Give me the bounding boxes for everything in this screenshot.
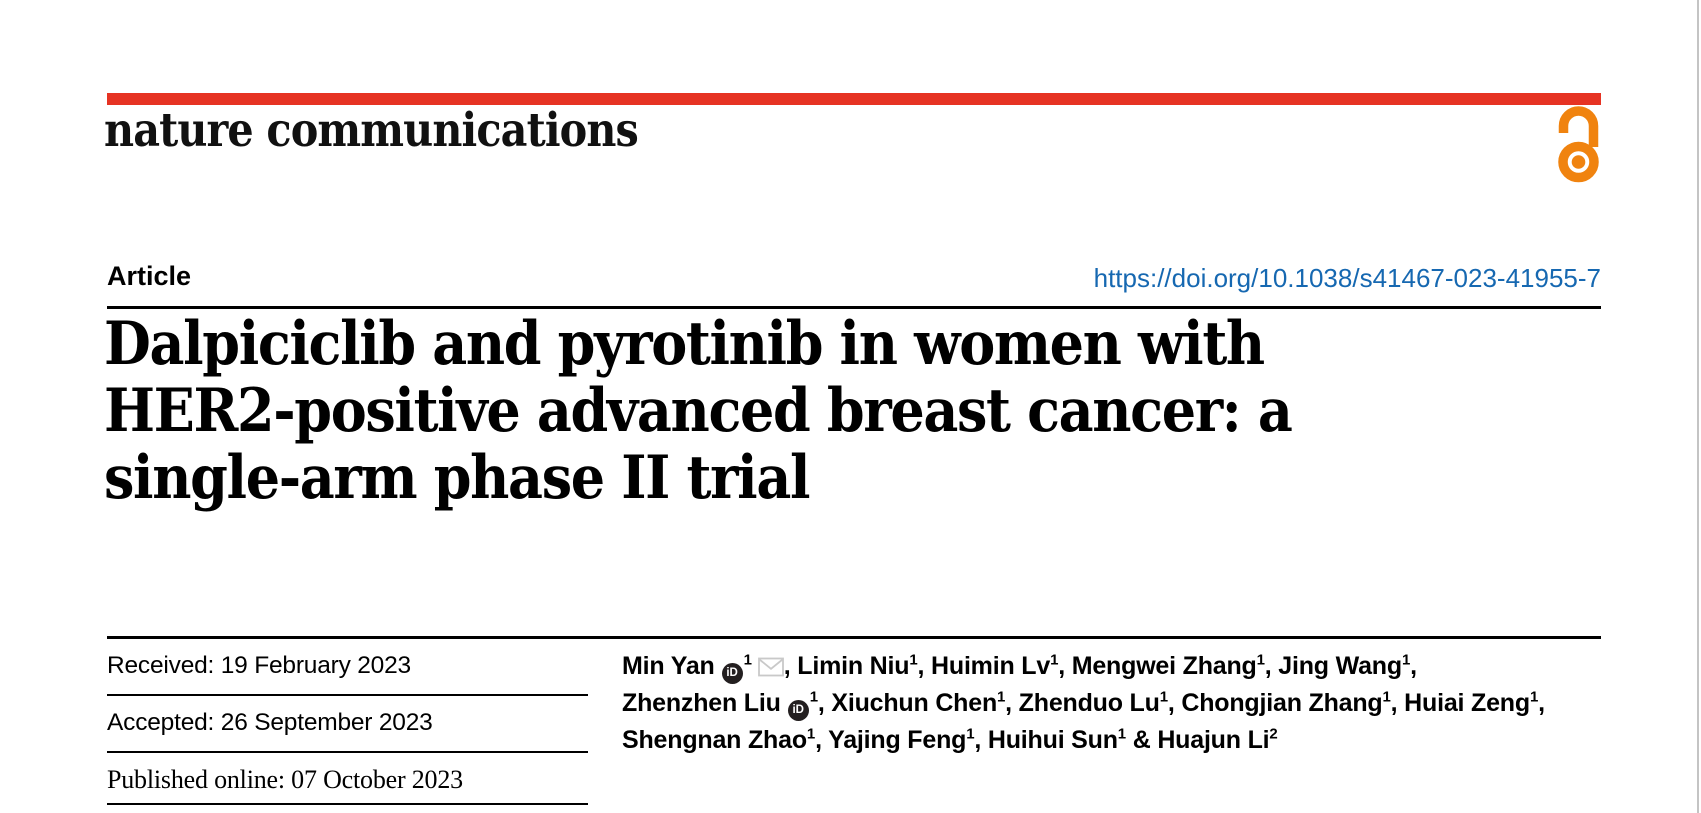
author-name: Zhenduo Lu: [1018, 689, 1160, 717]
affiliation-superscript: 1: [1529, 688, 1539, 706]
affiliation-superscript: 1: [1117, 725, 1126, 743]
email-envelope-icon[interactable]: [757, 655, 784, 684]
published-date: Published online: 07 October 2023: [107, 765, 463, 794]
author-name: Limin Niu: [797, 652, 910, 680]
affiliation-superscript: 1: [1050, 651, 1059, 669]
orcid-icon[interactable]: iD: [787, 700, 809, 721]
author-name: Huimin Lv: [931, 652, 1051, 680]
paper-title: Dalpiciclib and pyrotinib in women with …: [104, 309, 1293, 513]
author-name: Chongjian Zhang: [1181, 689, 1383, 717]
date-divider: [107, 694, 588, 696]
author-line: Zhenzhen Liu iD1, Xiuchun Chen1, Zhenduo …: [622, 689, 1545, 726]
author-name: Zhenzhen Liu: [622, 689, 781, 717]
author-name: Xiuchun Chen: [831, 689, 998, 717]
article-type-label: Article: [107, 261, 192, 291]
accepted-date: Accepted: 26 September 2023: [107, 709, 433, 736]
affiliation-superscript: 1: [1256, 651, 1265, 669]
author-name: Huajun Li: [1157, 726, 1270, 754]
author-name: Jing Wang: [1278, 652, 1402, 680]
affiliation-superscript: 1: [1401, 651, 1411, 669]
author-name: Shengnan Zhao: [622, 726, 807, 754]
author-name: Mengwei Zhang: [1071, 652, 1257, 680]
author-line: Shengnan Zhao1, Yajing Feng1, Huihui Sun…: [622, 725, 1278, 754]
affiliation-superscript: 1: [806, 725, 816, 743]
affiliation-superscript: 2: [1269, 725, 1278, 743]
affiliation-superscript: 1: [966, 725, 975, 743]
author-name: Huihui Sun: [987, 726, 1118, 754]
author-line: Min Yan iD1, Limin Niu1, Huimin Lv1, Meng…: [622, 652, 1545, 689]
affiliation-superscript: 1: [1382, 688, 1391, 706]
author-name: Yajing Feng: [828, 726, 967, 754]
title-line: single-arm phase II trial: [104, 443, 811, 513]
author-name: Min Yan: [622, 652, 715, 680]
open-access-padlock-icon: [1558, 106, 1599, 183]
affiliation-superscript: 1: [997, 688, 1006, 706]
header-divider: [107, 306, 1601, 309]
affiliation-superscript: 1: [1159, 688, 1168, 706]
title-line: HER2-positive advanced breast cancer: a: [104, 376, 1293, 446]
affiliation-superscript: 1: [743, 651, 752, 669]
page-right-edge: [1697, 0, 1699, 813]
received-date: Received: 19 February 2023: [107, 652, 411, 679]
date-divider: [107, 803, 588, 805]
doi-link[interactable]: https://doi.org/10.1038/s41467-023-41955…: [1093, 263, 1601, 293]
author-name: Huiai Zeng: [1404, 689, 1530, 717]
affiliation-superscript: 1: [809, 688, 818, 706]
info-section-divider: [107, 636, 1601, 639]
brand-red-bar: [107, 93, 1601, 105]
title-line: Dalpiciclib and pyrotinib in women with: [104, 309, 1265, 379]
author-list: Min Yan iD1, Limin Niu1, Huimin Lv1, Meng…: [622, 652, 1545, 763]
journal-logo: nature communications: [104, 103, 639, 158]
orcid-icon[interactable]: iD: [721, 663, 743, 684]
affiliation-superscript: 1: [909, 651, 918, 669]
date-divider: [107, 751, 588, 753]
